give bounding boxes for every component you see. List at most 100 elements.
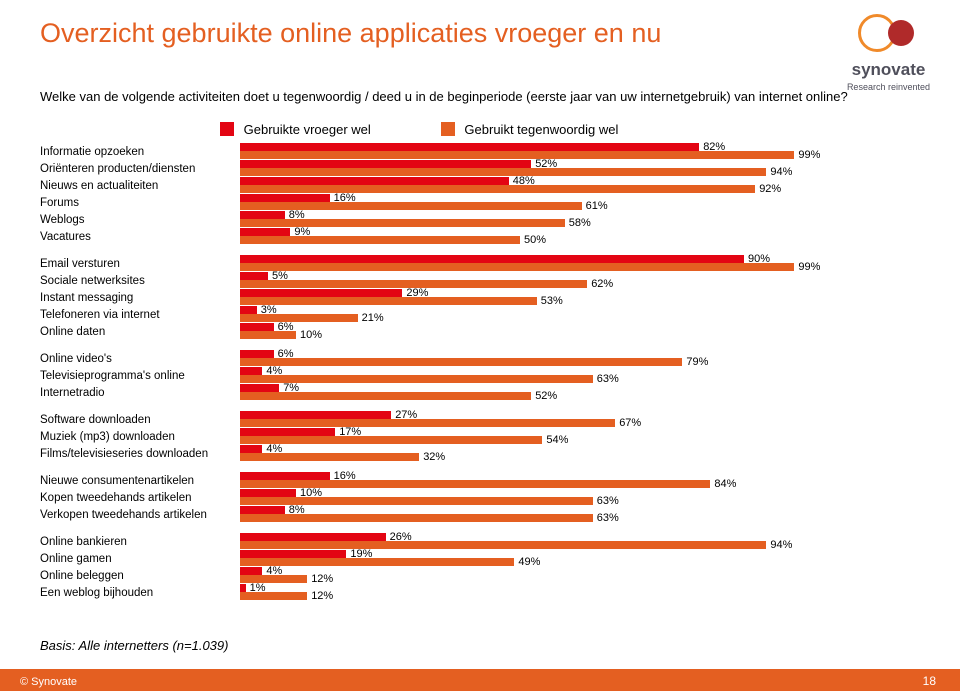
pct-vroeger: 9% bbox=[294, 226, 310, 238]
pct-vroeger: 7% bbox=[283, 382, 299, 394]
chart-row: Online gamen19%49% bbox=[40, 550, 960, 567]
pct-tegenwoordig: 52% bbox=[535, 390, 557, 402]
footer-copyright: © Synovate bbox=[20, 676, 77, 688]
bar-vroeger bbox=[240, 367, 262, 375]
pct-tegenwoordig: 50% bbox=[524, 234, 546, 246]
row-bars: 9% 50% bbox=[240, 228, 840, 245]
row-bars: 19%49% bbox=[240, 550, 840, 567]
row-bars: 3%21% bbox=[240, 306, 840, 323]
chart-row: Televisieprogramma's online4%63% bbox=[40, 367, 960, 384]
chart-row: Verkopen tweedehands artikelen8%63% bbox=[40, 506, 960, 523]
bar-vroeger bbox=[240, 177, 509, 185]
row-bars: 48%92% bbox=[240, 177, 840, 194]
page-title: Overzicht gebruikte online applicaties v… bbox=[0, 0, 960, 49]
chart-row: Films/televisieseries downloaden 4% 32% bbox=[40, 445, 960, 462]
row-label: Sociale netwerksites bbox=[40, 275, 240, 287]
swatch-tegenwoordig bbox=[441, 122, 455, 136]
chart-row: Online bankieren26%94% bbox=[40, 533, 960, 550]
pct-vroeger: 3% bbox=[261, 304, 277, 316]
chart-row: Internetradio 7% 52% bbox=[40, 384, 960, 401]
row-bars: 16%61% bbox=[240, 194, 840, 211]
swatch-vroeger bbox=[220, 122, 234, 136]
pct-vroeger: 29% bbox=[406, 287, 428, 299]
bar-vroeger bbox=[240, 143, 699, 151]
logo-brand: synovate bbox=[847, 60, 930, 80]
row-label: Internetradio bbox=[40, 387, 240, 399]
bar-vroeger bbox=[240, 289, 402, 297]
row-bars: 10%63% bbox=[240, 489, 840, 506]
pct-vroeger: 26% bbox=[390, 531, 412, 543]
row-label: Muziek (mp3) downloaden bbox=[40, 431, 240, 443]
pct-vroeger: 52% bbox=[535, 158, 557, 170]
row-label: Kopen tweedehands artikelen bbox=[40, 492, 240, 504]
row-bars: 27%67% bbox=[240, 411, 840, 428]
row-label: Films/televisieseries downloaden bbox=[40, 448, 240, 460]
chart-row: Online beleggen4%12% bbox=[40, 567, 960, 584]
bar-vroeger bbox=[240, 533, 386, 541]
pct-vroeger: 16% bbox=[334, 192, 356, 204]
row-bars: 16%84% bbox=[240, 472, 840, 489]
bar-tegenwoordig bbox=[240, 168, 766, 176]
row-label: Verkopen tweedehands artikelen bbox=[40, 509, 240, 521]
bar-vroeger bbox=[240, 445, 262, 453]
pct-vroeger: 82% bbox=[703, 141, 725, 153]
row-label: Software downloaden bbox=[40, 414, 240, 426]
pct-vroeger: 48% bbox=[513, 175, 535, 187]
chart-group: Online bankieren26%94%Online gamen19%49%… bbox=[40, 533, 960, 601]
footer-page-number: 18 bbox=[923, 674, 936, 688]
row-bars: 17%54% bbox=[240, 428, 840, 445]
bar-vroeger bbox=[240, 272, 268, 280]
chart-groups: Informatie opzoeken82%99%Oriënteren prod… bbox=[0, 143, 960, 601]
chart-row: Telefoneren via internet3%21% bbox=[40, 306, 960, 323]
row-bars: 5%62% bbox=[240, 272, 840, 289]
row-label: Online video's bbox=[40, 353, 240, 365]
chart-group: Online video's6%79%Televisieprogramma's … bbox=[40, 350, 960, 401]
bar-vroeger bbox=[240, 194, 330, 202]
bar-vroeger bbox=[240, 211, 285, 219]
chart-row: Muziek (mp3) downloaden17%54% bbox=[40, 428, 960, 445]
row-label: Instant messaging bbox=[40, 292, 240, 304]
pct-tegenwoordig: 12% bbox=[311, 590, 333, 602]
chart-row: Weblogs8%58% bbox=[40, 211, 960, 228]
bar-tegenwoordig bbox=[240, 236, 520, 244]
chart-group: Nieuwe consumentenartikelen16%84%Kopen t… bbox=[40, 472, 960, 523]
chart-row: Forums16%61% bbox=[40, 194, 960, 211]
bar-vroeger bbox=[240, 306, 257, 314]
row-label: Online daten bbox=[40, 326, 240, 338]
logo-icon bbox=[858, 14, 918, 58]
bar-vroeger bbox=[240, 255, 744, 263]
pct-vroeger: 4% bbox=[266, 443, 282, 455]
chart-row: Informatie opzoeken82%99% bbox=[40, 143, 960, 160]
bar-vroeger bbox=[240, 411, 391, 419]
row-label: Forums bbox=[40, 197, 240, 209]
row-bars: 7% 52% bbox=[240, 384, 840, 401]
chart-row: Een weblog bijhouden1%12% bbox=[40, 584, 960, 601]
pct-vroeger: 6% bbox=[278, 321, 294, 333]
row-bars: 4%12% bbox=[240, 567, 840, 584]
chart-row: Sociale netwerksites5%62% bbox=[40, 272, 960, 289]
pct-vroeger: 27% bbox=[395, 409, 417, 421]
logo-tagline: Research reinvented bbox=[847, 82, 930, 92]
bar-vroeger bbox=[240, 584, 246, 592]
row-label: Nieuws en actualiteiten bbox=[40, 180, 240, 192]
legend-tegenwoordig: Gebruikt tegenwoordig wel bbox=[441, 122, 619, 137]
row-bars: 29%53% bbox=[240, 289, 840, 306]
pct-tegenwoordig: 32% bbox=[423, 451, 445, 463]
chart-row: Nieuws en actualiteiten48%92% bbox=[40, 177, 960, 194]
row-bars: 8%58% bbox=[240, 211, 840, 228]
pct-vroeger: 5% bbox=[272, 270, 288, 282]
row-label: Online gamen bbox=[40, 553, 240, 565]
bar-vroeger bbox=[240, 567, 262, 575]
row-bars: 1%12% bbox=[240, 584, 840, 601]
row-label: Nieuwe consumentenartikelen bbox=[40, 475, 240, 487]
bar-vroeger bbox=[240, 428, 335, 436]
pct-vroeger: 8% bbox=[289, 209, 305, 221]
bar-tegenwoordig bbox=[240, 297, 537, 305]
pct-vroeger: 4% bbox=[266, 565, 282, 577]
pct-vroeger: 6% bbox=[278, 348, 294, 360]
bar-tegenwoordig bbox=[240, 436, 542, 444]
legend-vroeger: Gebruikte vroeger wel bbox=[220, 122, 371, 137]
bar-tegenwoordig bbox=[240, 419, 615, 427]
row-bars: 6%10% bbox=[240, 323, 840, 340]
row-label: Telefoneren via internet bbox=[40, 309, 240, 321]
